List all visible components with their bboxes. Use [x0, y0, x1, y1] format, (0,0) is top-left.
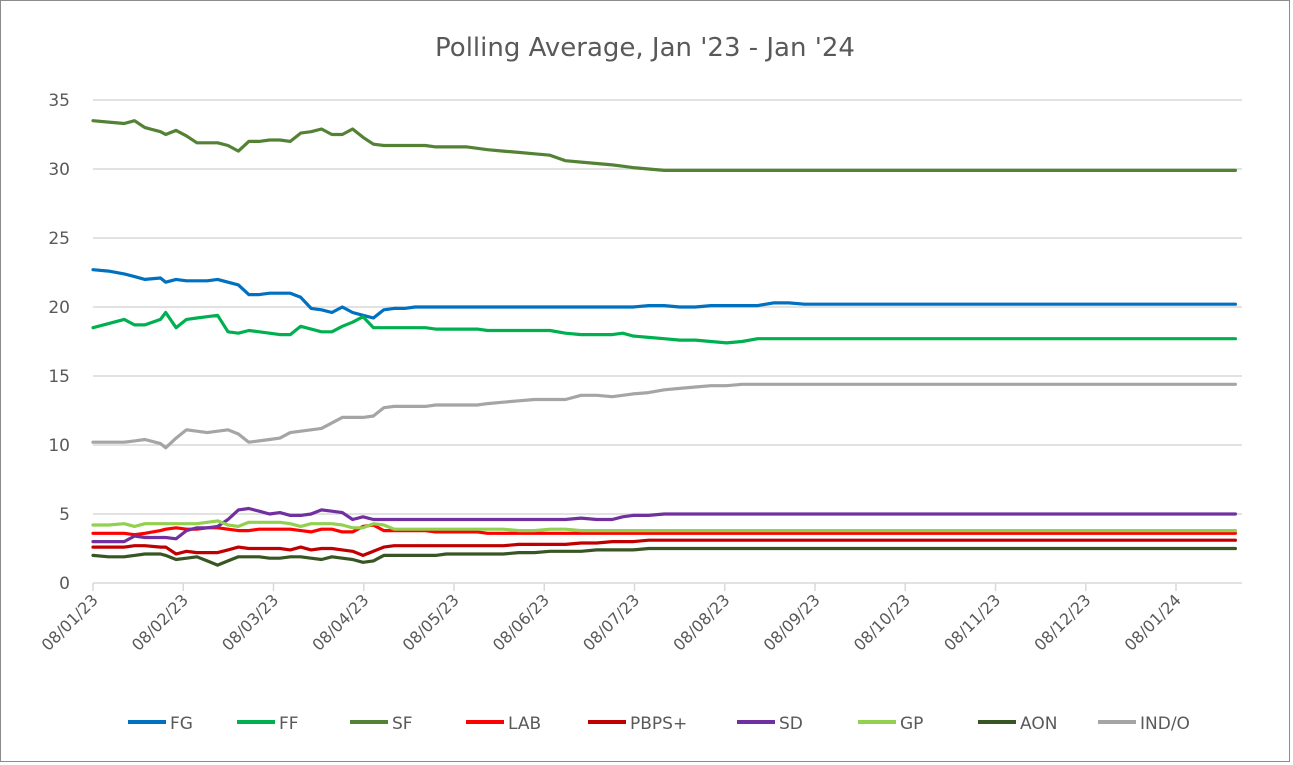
series-line-ff: [91, 310, 1238, 345]
legend-label: PBPS+: [630, 714, 687, 734]
y-tick-label: 25: [48, 229, 70, 249]
legend-item: SF: [350, 714, 413, 734]
x-tick-label: 08/04/23: [308, 590, 372, 654]
chart-title: Polling Average, Jan '23 - Jan '24: [435, 33, 855, 63]
x-tick-label: 08/01/24: [1121, 590, 1185, 654]
y-tick-label: 30: [48, 160, 70, 180]
series-line-gp: [91, 519, 1238, 533]
legend-item: IND/O: [1098, 714, 1190, 734]
y-tick-label: 15: [48, 367, 70, 387]
legend-item: GP: [858, 714, 923, 734]
y-tick-label: 0: [59, 574, 70, 594]
y-axis-ticks: 0 5 10 15 20 25 30 35: [48, 91, 70, 594]
x-tick-label: 08/01/23: [38, 590, 102, 654]
legend-item: SD: [737, 714, 803, 734]
legend-label: SF: [392, 714, 413, 734]
legend-label: IND/O: [1140, 714, 1190, 734]
legend-item: FF: [237, 714, 299, 734]
series-line-fg: [91, 268, 1238, 320]
x-tick-label: 08/07/23: [579, 590, 643, 654]
y-tick-label: 10: [48, 436, 70, 456]
legend-label: GP: [900, 714, 923, 734]
series-line-aon: [91, 546, 1238, 567]
x-tick-label: 08/02/23: [128, 590, 192, 654]
x-tick-label: 08/12/23: [1030, 590, 1094, 654]
legend-item: FG: [128, 714, 193, 734]
x-axis: 08/01/23 08/02/23 08/03/23 08/04/23 08/05/23…: [38, 583, 1185, 655]
legend-label: AON: [1020, 714, 1057, 734]
x-tick-label: 08/05/23: [399, 590, 463, 654]
gridlines: [93, 99, 1242, 584]
series-lines: [91, 119, 1238, 567]
x-tick-label: 08/10/23: [850, 590, 914, 654]
series-line-pbps: [91, 538, 1238, 558]
x-tick-label: 08/11/23: [940, 590, 1004, 654]
x-tick-label: 08/06/23: [489, 590, 553, 654]
series-line-sd: [91, 506, 1238, 544]
x-tick-label: 08/09/23: [760, 590, 824, 654]
series-line-indo: [91, 382, 1238, 450]
legend-item: AON: [978, 714, 1057, 734]
x-tick-label: 08/03/23: [218, 590, 282, 654]
y-tick-label: 20: [48, 298, 70, 318]
y-tick-label: 5: [59, 505, 70, 525]
series-line-sf: [91, 119, 1238, 172]
legend-label: FG: [170, 714, 193, 734]
x-tick-label: 08/08/23: [669, 590, 733, 654]
legend-label: FF: [279, 714, 299, 734]
legend-label: SD: [779, 714, 803, 734]
y-tick-label: 35: [48, 91, 70, 111]
legend-item: PBPS+: [588, 714, 687, 734]
series-line-lab: [91, 523, 1238, 537]
legend-label: LAB: [508, 714, 541, 734]
legend-item: LAB: [466, 714, 541, 734]
legend: FG FF SF LAB PBPS+ SD GP AON IND/O: [128, 714, 1190, 734]
